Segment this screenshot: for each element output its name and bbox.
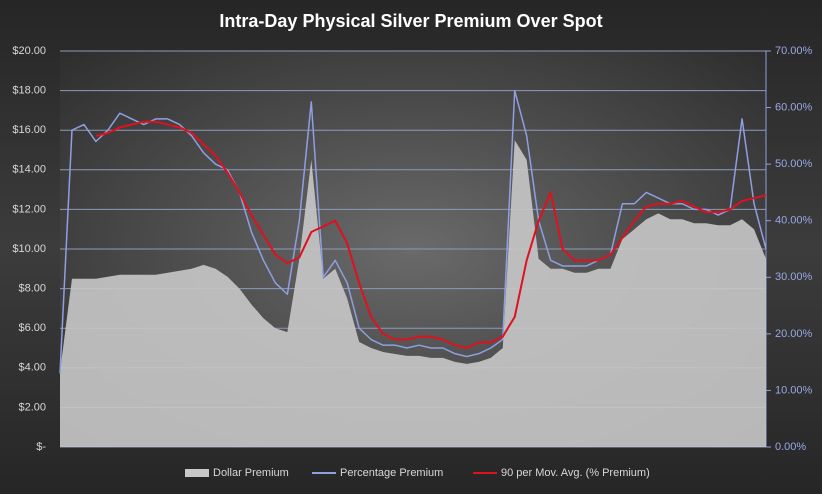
legend-swatch: [185, 469, 209, 477]
y-tick-label: $14.00: [12, 164, 46, 176]
chart-title: Intra-Day Physical Silver Premium Over S…: [219, 11, 602, 31]
y2-tick-label: 70.00%: [775, 45, 813, 57]
area: [60, 140, 766, 447]
y2-tick-label: 0.00%: [775, 441, 806, 453]
y-tick-label: $16.00: [12, 124, 46, 136]
y-tick-label: $8.00: [18, 283, 46, 295]
legend-label: Percentage Premium: [340, 467, 443, 479]
legend-label: 90 per Mov. Avg. (% Premium): [501, 467, 650, 479]
y-tick-label: $-: [36, 441, 46, 453]
y-tick-label: $20.00: [12, 45, 46, 57]
legend-label: Dollar Premium: [213, 467, 289, 479]
y-tick-label: $18.00: [12, 85, 46, 97]
y-tick-label: $10.00: [12, 243, 46, 255]
y2-tick-label: 10.00%: [775, 384, 813, 396]
y-tick-label: $4.00: [18, 362, 46, 374]
y-tick-label: $6.00: [18, 322, 46, 334]
y2-tick-label: 50.00%: [775, 158, 813, 170]
y-tick-label: $12.00: [12, 203, 46, 215]
y-tick-label: $2.00: [18, 401, 46, 413]
y2-tick-label: 40.00%: [775, 215, 813, 227]
line: [95, 120, 767, 349]
y2-tick-label: 20.00%: [775, 328, 813, 340]
y2-tick-label: 30.00%: [775, 271, 813, 283]
y2-tick-label: 60.00%: [775, 101, 813, 113]
line: [59, 89, 767, 374]
